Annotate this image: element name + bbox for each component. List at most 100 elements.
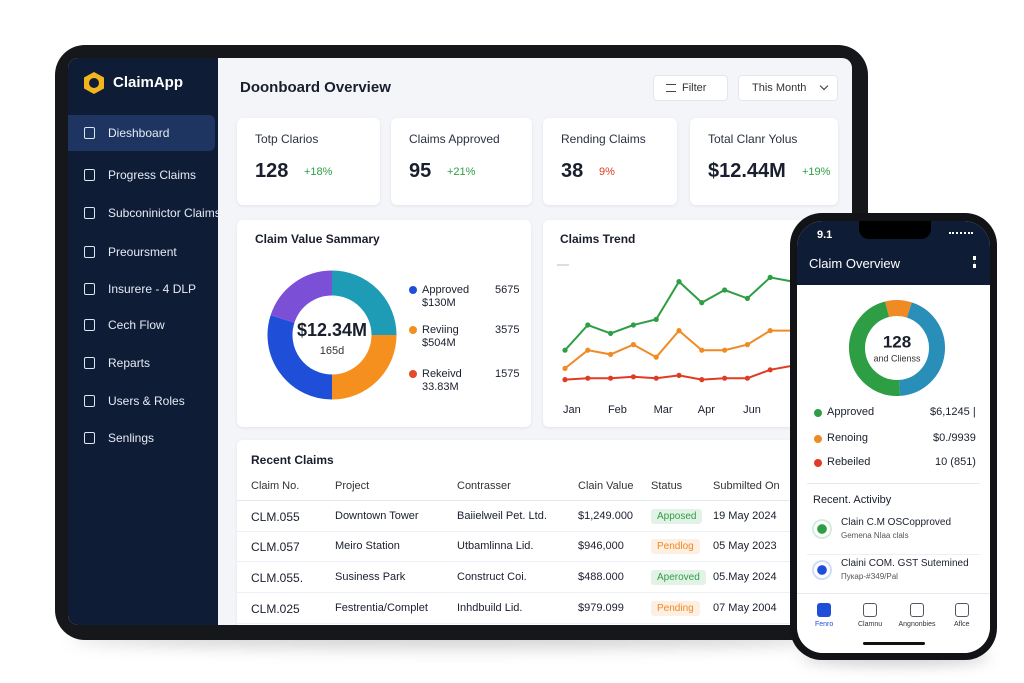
nav-label: Cech Flow bbox=[108, 318, 165, 332]
tab-item[interactable]: Fenro bbox=[802, 599, 846, 635]
divider bbox=[807, 483, 980, 484]
trend-point bbox=[630, 322, 636, 328]
legend-count: 3575 bbox=[495, 324, 520, 336]
donut-segment bbox=[270, 270, 333, 324]
legend-amount: 33.83M bbox=[422, 381, 459, 393]
period-select[interactable]: This Month bbox=[738, 75, 838, 101]
column-header: Clain Value bbox=[578, 480, 634, 492]
nav-label: Reparts bbox=[108, 356, 151, 370]
nav-item[interactable]: Preoursment bbox=[68, 238, 215, 266]
trend-point bbox=[744, 375, 750, 381]
card-title: Recent Claims bbox=[251, 453, 334, 467]
table-cell: Susiness Park bbox=[335, 571, 406, 583]
trend-point bbox=[585, 375, 591, 381]
nav-icon bbox=[84, 127, 95, 139]
donut-segment bbox=[849, 301, 901, 396]
donut-center-label: 165d bbox=[320, 345, 344, 357]
trend-point bbox=[676, 372, 682, 378]
table-row[interactable]: CLM.055 Downtown Tower Baiielweil Pet. Ltd… bbox=[237, 502, 847, 532]
nav-item[interactable]: Progress Claims bbox=[68, 161, 215, 189]
kpi-card: Total Clanr Yolus $12.44M +19% bbox=[690, 118, 838, 205]
nav-icon bbox=[84, 357, 95, 369]
kpi-value: 95 bbox=[409, 160, 432, 182]
status-pill: Apposed bbox=[651, 509, 703, 524]
kpi-label: Totp Clarios bbox=[255, 132, 319, 146]
trend-point bbox=[585, 322, 591, 328]
x-tick-label: Feb bbox=[608, 404, 627, 416]
legend-amount: $504M bbox=[422, 337, 456, 349]
nav-item[interactable]: Users & Roles bbox=[68, 387, 215, 415]
donut-segment bbox=[331, 334, 397, 400]
table-row[interactable]: CLM.055. Susiness Park Construct Coi. $488.… bbox=[237, 563, 847, 593]
trend-point bbox=[722, 347, 728, 353]
table-cell: Festrentia/Complet bbox=[335, 602, 428, 614]
summary-card: Claim Value Sammary $12.34M 165d Approved $1… bbox=[237, 220, 531, 427]
nav-item[interactable]: Dieshboard bbox=[68, 119, 215, 147]
table-cell: $946,000 bbox=[578, 540, 624, 552]
kpi-card: Claims Approved 95 +21% bbox=[391, 118, 532, 205]
table-cell: 05.May 2024 bbox=[713, 571, 777, 583]
kpi-card: Totp Clarios 128 +18% bbox=[237, 118, 380, 205]
nav-item[interactable]: Cech Flow bbox=[68, 311, 215, 339]
table-cell: Construct Coi. bbox=[457, 571, 527, 583]
trend-point bbox=[699, 377, 705, 383]
activity-item[interactable]: Claini COM. GST Sutemined Пукар-#З49/Pal bbox=[797, 552, 990, 592]
kpi-label: Claims Approved bbox=[409, 132, 500, 146]
kpi-value: $12.44M bbox=[708, 160, 786, 182]
tablet-screen: ClaimApp Dieshboard Progress Claims Subconi… bbox=[68, 58, 852, 625]
legend-dot bbox=[814, 409, 822, 417]
activity-sub: Пукар-#З49/Pal bbox=[841, 572, 898, 581]
tab-label: Fenro bbox=[815, 621, 834, 628]
page-title: Doonboard Overview bbox=[240, 79, 391, 96]
trend-point bbox=[744, 295, 750, 301]
tab-item[interactable]: Clamnu bbox=[848, 599, 892, 635]
legend-name: Approved bbox=[422, 284, 470, 296]
trend-point bbox=[722, 287, 728, 293]
trend-point bbox=[562, 377, 568, 383]
kpi-label: Total Clanr Yolus bbox=[708, 132, 798, 146]
phone-title: Claim Overview bbox=[809, 256, 901, 271]
activity-icon bbox=[812, 560, 832, 580]
status-time: 9.1 bbox=[817, 229, 833, 241]
table-cell: $1,249.000 bbox=[578, 510, 634, 522]
trend-point bbox=[585, 347, 591, 353]
section-title: Recent. Activiby bbox=[813, 494, 892, 506]
trend-point bbox=[676, 279, 682, 285]
activity-item[interactable]: Clain C.M OSCopproved Gemena Nlaa clals bbox=[797, 511, 990, 551]
column-header: Claim No. bbox=[251, 480, 300, 492]
trend-line bbox=[564, 276, 794, 351]
header-rule bbox=[237, 500, 847, 501]
tab-item[interactable]: Aflce bbox=[940, 599, 984, 635]
nav-label: Insurere - 4 DLP bbox=[108, 282, 197, 296]
nav-item[interactable]: Senlings bbox=[68, 424, 215, 452]
trend-point bbox=[562, 365, 568, 371]
legend-name: Reviing bbox=[422, 324, 459, 336]
donut-center-value: 128 bbox=[883, 332, 911, 351]
filter-button[interactable]: Filter bbox=[653, 75, 728, 101]
x-tick-label: Apr bbox=[698, 404, 715, 416]
claim-id: CLM.057 bbox=[251, 540, 300, 554]
tab-item[interactable]: Angnonbies bbox=[895, 599, 939, 635]
nav-item[interactable]: Reparts bbox=[68, 349, 215, 377]
x-tick-label: Mar bbox=[654, 404, 673, 416]
trend-line bbox=[564, 329, 793, 370]
legend-dot bbox=[409, 370, 417, 378]
status-icons bbox=[949, 232, 973, 238]
column-header: Submilted On bbox=[713, 480, 780, 492]
table-cell: 07 May 2004 bbox=[713, 602, 777, 614]
chevron bbox=[819, 81, 829, 91]
table-row[interactable]: CLM.057 Meiro Station Utbamlinna Lid. $946,… bbox=[237, 532, 847, 562]
nav-icon bbox=[84, 283, 95, 295]
kpi-label: Rending Claims bbox=[561, 132, 646, 146]
kebab-menu[interactable] bbox=[973, 256, 976, 268]
trend-point bbox=[562, 347, 568, 353]
nav-item[interactable]: Subconinictor Claims bbox=[68, 199, 221, 227]
table-cell: Utbamlinna Lid. bbox=[457, 540, 534, 552]
x-tick-label: Jan bbox=[563, 404, 581, 416]
legend-count: 1575 bbox=[495, 368, 520, 380]
card-title: Claims Trend bbox=[560, 232, 636, 246]
nav-item[interactable]: Insurere - 4 DLP bbox=[68, 275, 215, 303]
table-row[interactable]: CLM.025 Festrentia/Complet Inhdbuild Lid. $… bbox=[237, 594, 847, 624]
tab-icon bbox=[817, 603, 831, 617]
